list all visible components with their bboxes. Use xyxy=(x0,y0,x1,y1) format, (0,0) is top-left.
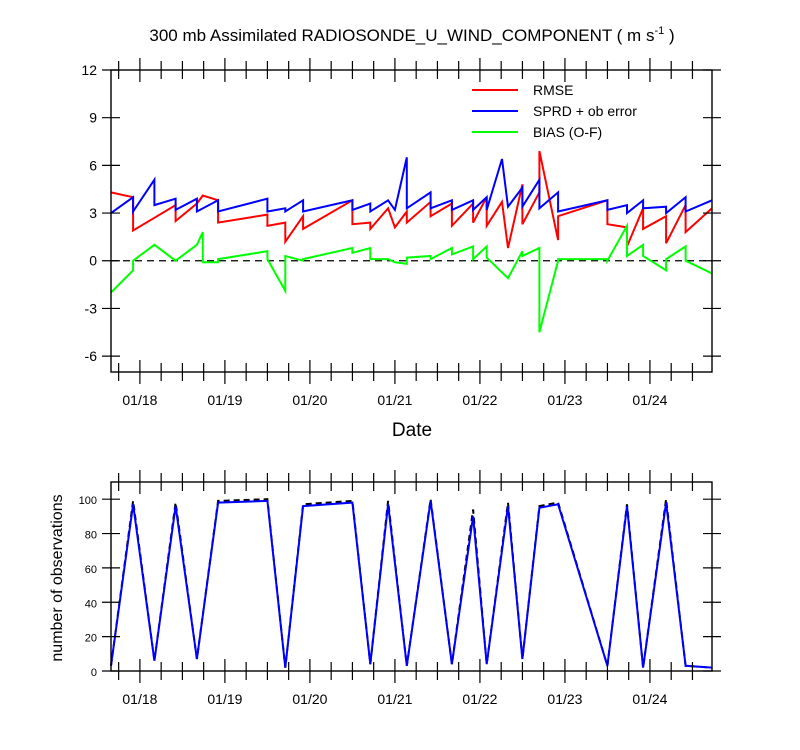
top-x-axis-label: Date xyxy=(392,420,432,441)
legend-rmse-label: RMSE xyxy=(533,82,573,98)
bottom-y-axis-label: number of observations xyxy=(49,494,66,661)
x-tick-label: 01/21 xyxy=(377,392,412,408)
bottom-plot-frame xyxy=(110,481,713,672)
title-units-exponent: -1 xyxy=(654,25,664,37)
x-tick-label: 01/23 xyxy=(547,691,582,707)
x-tick-label: 01/20 xyxy=(292,691,327,707)
y-tick-label: 0 xyxy=(91,667,97,679)
series-line-observations-used xyxy=(110,499,713,669)
x-tick-label: 01/22 xyxy=(462,691,497,707)
top-series-group xyxy=(110,150,713,333)
x-tick-label: 01/18 xyxy=(122,691,157,707)
series-line-sprd-ob-error xyxy=(110,157,713,216)
x-tick-label: 01/20 xyxy=(292,392,327,408)
legend-bias-label: BIAS (O-F) xyxy=(533,124,602,140)
y-tick-label: -6 xyxy=(85,348,98,364)
x-tick-label: 01/19 xyxy=(207,691,242,707)
y-tick-label: 60 xyxy=(85,564,97,576)
y-tick-label: 20 xyxy=(85,633,97,645)
legend: RMSE SPRD + ob error BIAS (O-F) xyxy=(472,82,637,140)
legend-sprd-label: SPRD + ob error xyxy=(533,103,637,119)
x-tick-label: 01/24 xyxy=(632,691,667,707)
bottom-series-group xyxy=(110,498,713,669)
bottom-chart: 0 20 40 60 80 100 01/18 01/19 01/20 01/21 01/22 01/… xyxy=(49,470,721,707)
y-tick-label: 80 xyxy=(85,530,97,542)
series-line-bias-o-f xyxy=(110,221,713,333)
y-tick-label: 40 xyxy=(85,598,97,610)
y-tick-label: 6 xyxy=(89,157,97,173)
top-plot-frame xyxy=(110,69,713,373)
y-tick-label: -3 xyxy=(85,300,98,316)
x-tick-label: 01/19 xyxy=(207,392,242,408)
x-tick-label: 01/18 xyxy=(122,392,157,408)
series-line-observations-dashed xyxy=(110,498,713,669)
y-tick-label: 12 xyxy=(81,62,97,78)
top-chart: 300 mb Assimilated RADIOSONDE_U_WIND_COM… xyxy=(81,25,721,441)
y-tick-label: 3 xyxy=(89,205,97,221)
top-axes: -6 -3 0 3 6 9 12 01/18 01/19 01/20 01/21 01/22 01/23… xyxy=(81,58,721,408)
x-tick-label: 01/22 xyxy=(462,392,497,408)
chart-title: 300 mb Assimilated RADIOSONDE_U_WIND_COM… xyxy=(149,25,674,45)
y-tick-label: 100 xyxy=(79,495,97,507)
bottom-axes: 0 20 40 60 80 100 01/18 01/19 01/20 01/21 01/22 01/… xyxy=(79,470,721,707)
x-tick-label: 01/23 xyxy=(547,392,582,408)
y-tick-label: 9 xyxy=(89,110,97,126)
x-tick-label: 01/21 xyxy=(377,691,412,707)
x-tick-label: 01/24 xyxy=(632,392,667,408)
y-tick-label: 0 xyxy=(89,253,97,269)
